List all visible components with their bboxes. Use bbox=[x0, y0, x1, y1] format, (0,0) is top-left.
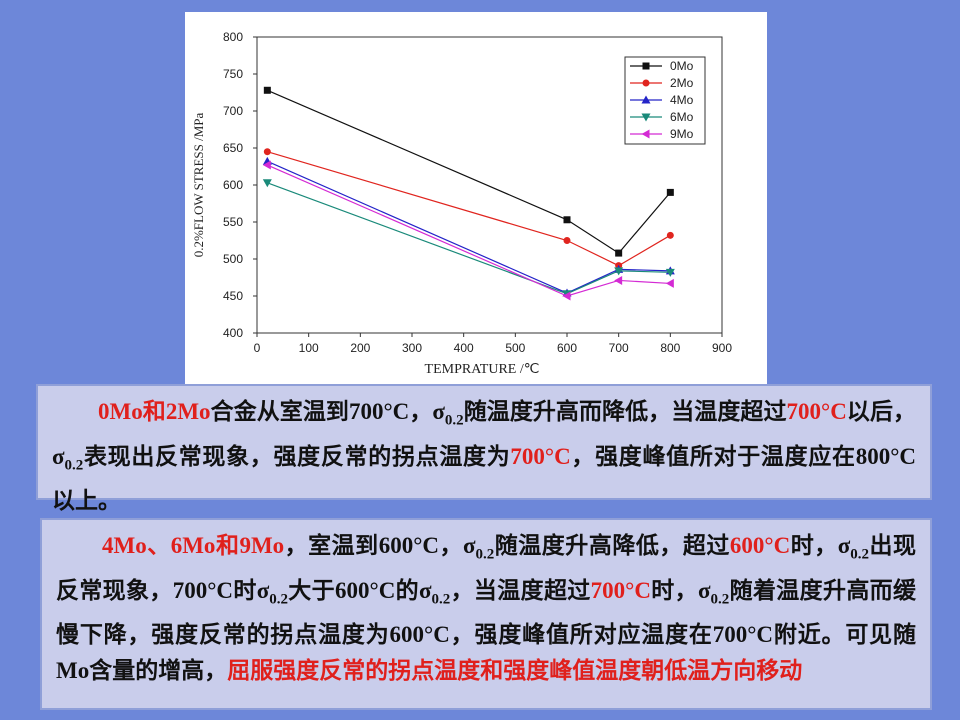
series-line bbox=[267, 89, 671, 254]
x-axis-label: TEMPRATURE /℃ bbox=[425, 362, 540, 377]
text-run: 随温度升高降低，超过 bbox=[494, 533, 730, 558]
marker bbox=[263, 86, 271, 94]
text-run: 时，σ bbox=[650, 577, 711, 603]
marker bbox=[641, 95, 651, 104]
y-tick-label: 450 bbox=[223, 289, 243, 303]
x-tick-label: 0 bbox=[254, 341, 261, 355]
subscript: 0.2 bbox=[710, 591, 730, 608]
subscript: 0.2 bbox=[444, 412, 464, 429]
legend-label: 6Mo bbox=[670, 110, 694, 124]
text-run: 时，σ bbox=[790, 533, 851, 558]
subscript: 0.2 bbox=[850, 546, 869, 563]
y-tick-label: 650 bbox=[223, 141, 243, 155]
text-box: 0Mo和2Mo合金从室温到700°C，σ0.2随温度升高而降低，当温度超过700… bbox=[36, 384, 932, 513]
x-tick-label: 900 bbox=[712, 341, 732, 355]
x-tick-label: 800 bbox=[660, 341, 680, 355]
text-run: 700°C bbox=[510, 443, 571, 469]
text-run: 随温度升高而降低，当温度超过 bbox=[463, 399, 787, 424]
marker bbox=[642, 79, 650, 87]
text-run: 600°C bbox=[729, 533, 791, 558]
text-run: 大于600°C的σ bbox=[287, 577, 432, 603]
marker bbox=[614, 267, 624, 276]
text-run: 表现出反常现象，强度反常的拐点温度为 bbox=[83, 443, 511, 469]
series-line bbox=[267, 182, 671, 295]
legend-label: 9Mo bbox=[670, 127, 694, 141]
marker bbox=[614, 275, 623, 285]
marker bbox=[563, 216, 571, 224]
legend-label: 4Mo bbox=[670, 93, 694, 107]
subscript: 0.2 bbox=[269, 591, 288, 608]
marker bbox=[665, 268, 675, 277]
y-tick-label: 700 bbox=[223, 104, 243, 118]
x-tick-label: 700 bbox=[609, 341, 629, 355]
marker bbox=[262, 179, 272, 188]
subscript: 0.2 bbox=[431, 591, 451, 608]
text-run: ，当温度超过 bbox=[450, 577, 591, 603]
text-run: 以后，σ bbox=[52, 399, 917, 469]
x-tick-label: 600 bbox=[557, 341, 577, 355]
text-run: 700°C bbox=[786, 399, 847, 424]
text-run: 4Mo、6Mo和9Mo bbox=[102, 533, 285, 558]
text-run: 屈服强度反常的拐点温度和强度峰值温度朝低温方向移动 bbox=[227, 658, 803, 684]
y-tick-label: 600 bbox=[223, 178, 243, 192]
y-axis-label: 0.2%FLOW STRESS /MPa bbox=[191, 112, 206, 257]
legend-box bbox=[624, 56, 706, 145]
text-run: ，室温到600°C，σ bbox=[284, 533, 476, 558]
subscript: 0.2 bbox=[475, 546, 495, 563]
marker bbox=[666, 188, 674, 196]
text-run: 700°C bbox=[590, 577, 651, 603]
series-line bbox=[267, 160, 671, 294]
series-line bbox=[267, 151, 671, 267]
legend-label: 2Mo bbox=[670, 76, 694, 90]
x-tick-label: 400 bbox=[454, 341, 474, 355]
text-run: 0Mo和2Mo bbox=[98, 399, 211, 424]
x-tick-label: 200 bbox=[350, 341, 370, 355]
x-tick-label: 500 bbox=[505, 341, 525, 355]
marker bbox=[562, 291, 571, 301]
text-run: 出现反常现象，700°C时σ bbox=[56, 533, 916, 603]
x-tick-label: 100 bbox=[299, 341, 319, 355]
marker bbox=[262, 160, 271, 170]
y-tick-label: 800 bbox=[223, 30, 243, 44]
text-box: 4Mo、6Mo和9Mo，室温到600°C，σ0.2随温度升高降低，超过600°C… bbox=[40, 518, 932, 710]
y-tick-label: 750 bbox=[223, 67, 243, 81]
marker bbox=[615, 249, 623, 257]
series-line bbox=[267, 164, 671, 297]
marker bbox=[641, 129, 650, 139]
x-tick-label: 300 bbox=[402, 341, 422, 355]
marker bbox=[641, 113, 651, 122]
y-tick-label: 500 bbox=[223, 252, 243, 266]
legend-label: 0Mo bbox=[670, 59, 694, 73]
marker bbox=[665, 278, 674, 288]
text-run: 合金从室温到700°C，σ bbox=[210, 399, 445, 424]
y-tick-label: 400 bbox=[223, 326, 243, 340]
subscript: 0.2 bbox=[64, 457, 84, 474]
text-run: ，强度峰值所对于温度应在800°C以上。 bbox=[52, 443, 917, 514]
y-tick-label: 550 bbox=[223, 215, 243, 229]
marker bbox=[642, 62, 650, 70]
text-run: 随着温度升高而缓慢下降，强度反常的拐点温度为600°C，强度峰值所对应温度在70… bbox=[56, 577, 917, 684]
marker bbox=[263, 148, 271, 156]
chart: 0.2%FLOW STRESS /MPa TEMPRATURE /℃ 400 45… bbox=[185, 12, 767, 386]
marker bbox=[563, 237, 571, 244]
marker bbox=[666, 231, 674, 239]
